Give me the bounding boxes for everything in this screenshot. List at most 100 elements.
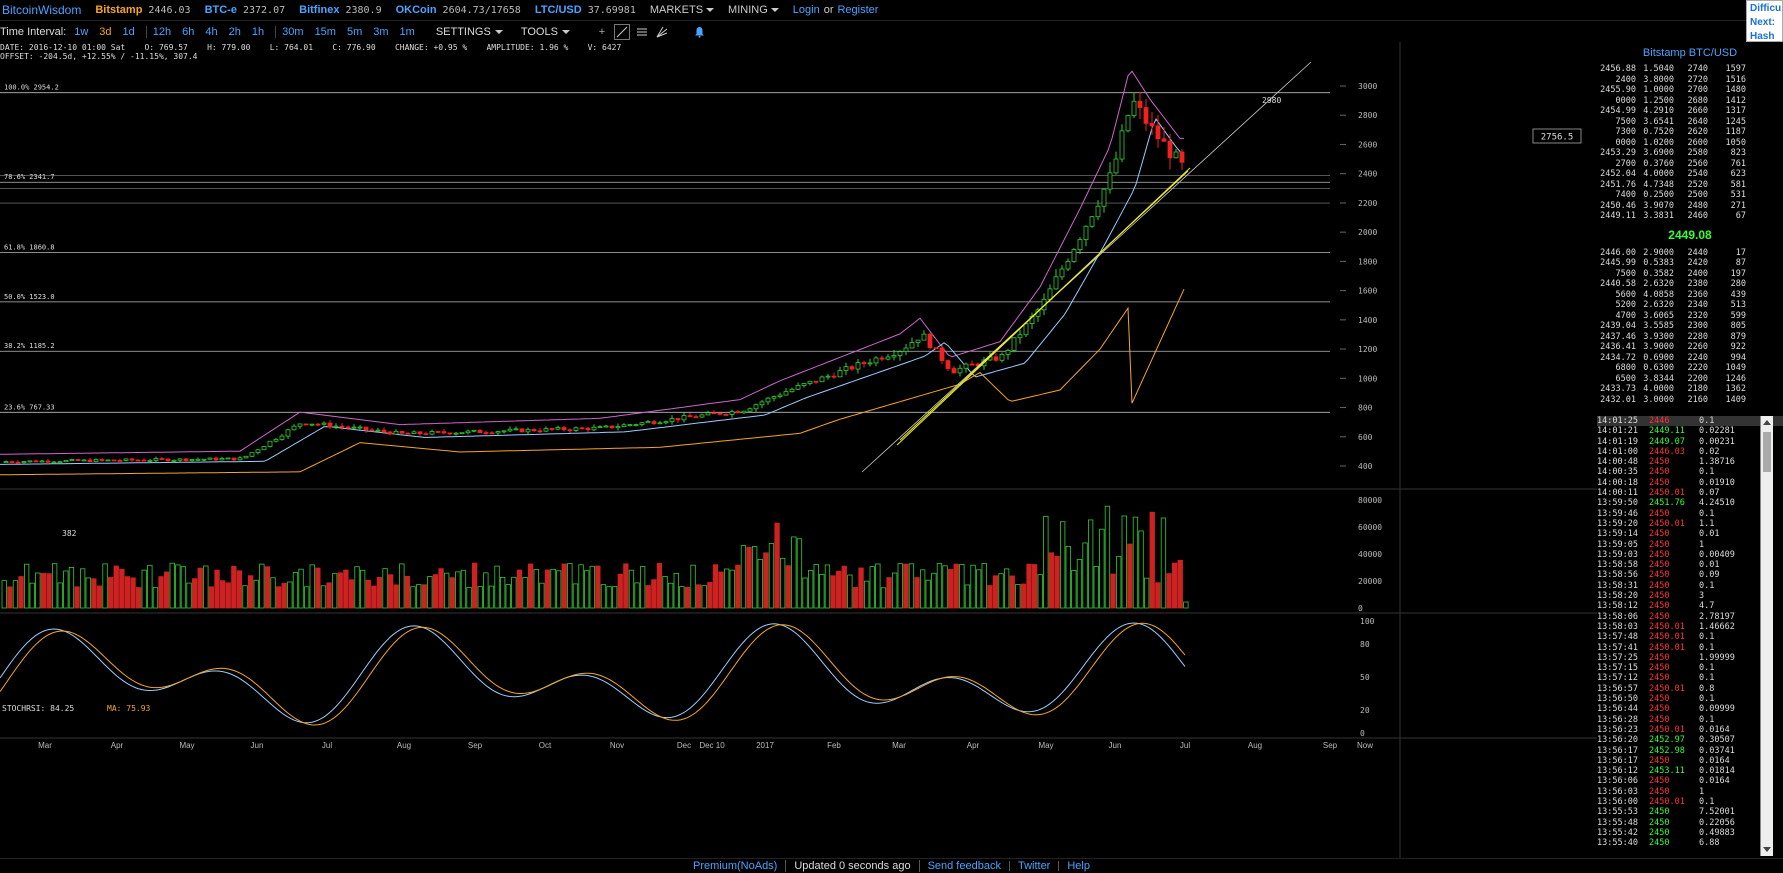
brand-logo[interactable]: BitcoinWisdom: [2, 3, 82, 17]
orderbook-row[interactable]: 2445.99 0.5383 2420 87: [1597, 258, 1783, 269]
orderbook-row[interactable]: 2439.04 3.5585 2300 805: [1597, 321, 1783, 332]
premium-link[interactable]: Premium(NoAds): [693, 860, 778, 872]
trade-time: 13:59:50: [1597, 498, 1638, 509]
interval-15m[interactable]: 15m: [314, 26, 336, 38]
orderbook-row[interactable]: 2453.29 3.6900 2580 823: [1597, 148, 1783, 159]
settings-menu[interactable]: SETTINGS: [436, 26, 503, 38]
candle-body: [579, 427, 585, 430]
trade-amount: 0.00409: [1699, 549, 1735, 560]
trade-row: 13:56:50 2450 0.1: [1597, 694, 1783, 704]
x-axis-label: Sep: [468, 741, 483, 750]
orderbook-row[interactable]: 2452.04 4.0000 2540 623: [1597, 169, 1783, 180]
interval-3d[interactable]: 3d: [99, 26, 112, 38]
volume-bar: [920, 569, 926, 609]
trades-scrollbar[interactable]: [1760, 416, 1773, 856]
interval-1h[interactable]: 1h: [251, 26, 265, 38]
orderbook-row[interactable]: 2440.58 2.6320 2380 280: [1597, 279, 1783, 290]
orderbook-row[interactable]: 2446.00 2.9000 2440 17: [1597, 248, 1783, 259]
ticker-ltc-usd[interactable]: LTC/USD 37.69981: [535, 4, 636, 16]
send-feedback-link[interactable]: Send feedback: [927, 860, 1001, 872]
orderbook-row[interactable]: 5200 2.6320 2340 513: [1597, 300, 1783, 311]
markets-menu[interactable]: MARKETS: [650, 4, 715, 16]
orderbook-row[interactable]: 2456.88 1.5040 2740 1597: [1597, 64, 1783, 75]
interval-3m[interactable]: 3m: [373, 26, 389, 38]
volume-bar: [225, 582, 231, 609]
interval-1w[interactable]: 1w: [74, 26, 89, 38]
scroll-down-icon[interactable]: [1763, 847, 1771, 852]
orderbook-row[interactable]: 5600 4.0858 2360 439: [1597, 290, 1783, 301]
orderbook-cell: 2200: [1687, 373, 1708, 384]
chart-labels: STOCHRSI: 84.25 MA: 75.93 2756.5 2980 38…: [2, 96, 1582, 713]
orderbook-row[interactable]: 7500 0.3582 2400 197: [1597, 269, 1783, 280]
help-link[interactable]: Help: [1067, 860, 1090, 872]
interval-4h[interactable]: 4h: [205, 26, 218, 38]
chevron-down-icon: [561, 30, 570, 34]
volume-bar: [108, 577, 114, 609]
trade-time: 13:56:17: [1597, 755, 1638, 766]
chart-area[interactable]: 100.0% 2954.2 78.6% 2341.7 61.8% 1860.8 50.…: [0, 42, 1597, 858]
volume-bar: [399, 563, 405, 609]
candle-body: [855, 362, 861, 370]
candle-body: [231, 457, 237, 461]
trendline-tool-icon[interactable]: [613, 24, 630, 40]
trade-amount: 3: [1699, 591, 1705, 602]
login-link[interactable]: Login: [792, 4, 820, 16]
orderbook-cell: 2440.58: [1600, 279, 1636, 289]
volume-bar: [1116, 556, 1122, 609]
stoch-tick-label: 0: [1360, 729, 1365, 738]
bell-icon[interactable]: [692, 24, 708, 40]
ticker-bitstamp[interactable]: Bitstamp 2446.03: [95, 4, 190, 16]
fib-level-label: 50.0% 1523.0: [4, 293, 55, 301]
ticker-name: BTC-e: [204, 4, 237, 16]
candle-body: [99, 459, 105, 461]
hlines-tool-icon[interactable]: [634, 24, 650, 40]
orderbook-row[interactable]: 6800 0.6300 2220 1049: [1597, 363, 1783, 374]
orderbook-row[interactable]: 7500 3.6541 2640 1245: [1597, 117, 1783, 128]
interval-2h[interactable]: 2h: [228, 26, 241, 38]
orderbook-row[interactable]: 2455.90 1.0000 2700 1480: [1597, 85, 1783, 96]
volume-bar: [1093, 566, 1099, 609]
orderbook-row[interactable]: 6500 3.8344 2200 1246: [1597, 374, 1783, 385]
orderbook-row[interactable]: 7300 0.7520 2620 1187: [1597, 127, 1783, 138]
tools-menu[interactable]: TOOLS: [521, 26, 570, 38]
orderbook-row[interactable]: 2436.41 3.9000 2260 922: [1597, 342, 1783, 353]
interval-5m[interactable]: 5m: [346, 26, 363, 38]
orderbook-row[interactable]: 2433.73 4.0000 2180 1362: [1597, 384, 1783, 395]
candle-body: [759, 401, 765, 406]
ticker-okcoin[interactable]: OKCoin 2604.73/17658: [396, 4, 521, 16]
orderbook-row[interactable]: 0000 1.2500 2680 1412: [1597, 96, 1783, 107]
orderbook-cell: 0000: [1615, 95, 1636, 106]
orderbook-row[interactable]: 2454.99 4.2910 2660 1317: [1597, 106, 1783, 117]
fib-tool-icon[interactable]: [654, 24, 670, 40]
scroll-up-icon[interactable]: [1763, 420, 1771, 425]
interval-1m[interactable]: 1m: [399, 26, 415, 38]
orderbook-row[interactable]: 2432.01 3.0000 2160 1409: [1597, 395, 1783, 406]
candle-body: [255, 449, 261, 454]
candle-body: [321, 422, 327, 425]
orderbook-row[interactable]: 4700 3.6065 2320 599: [1597, 311, 1783, 322]
orderbook-row[interactable]: 2400 3.8000 2720 1516: [1597, 75, 1783, 86]
register-link[interactable]: Register: [837, 4, 879, 16]
ticker-bitfinex[interactable]: Bitfinex 2380.9: [299, 4, 381, 16]
orderbook-row[interactable]: 2451.76 4.7348 2520 581: [1597, 180, 1783, 191]
interval-6h[interactable]: 6h: [182, 26, 195, 38]
orderbook-asks: 2456.88 1.5040 2740 1597 2400 3.8000 2720 1516 2…: [1597, 64, 1783, 222]
orderbook-cell: 4.0000: [1643, 169, 1674, 179]
orderbook-row[interactable]: 2700 0.3760 2560 761: [1597, 159, 1783, 170]
orderbook-row[interactable]: 2450.46 3.9070 2480 271: [1597, 201, 1783, 212]
candle-body: [615, 426, 621, 429]
interval-1d[interactable]: 1d: [122, 26, 135, 38]
orderbook-row[interactable]: 7400 0.2500 2500 531: [1597, 190, 1783, 201]
scroll-thumb[interactable]: [1763, 432, 1771, 472]
interval-30m[interactable]: 30m: [275, 26, 304, 38]
interval-12h[interactable]: 12h: [145, 26, 171, 38]
volume-bar: [214, 569, 220, 609]
orderbook-row[interactable]: 2434.72 0.6900 2240 994: [1597, 353, 1783, 364]
orderbook-row[interactable]: 2437.46 3.9300 2280 879: [1597, 332, 1783, 343]
orderbook-row[interactable]: 0000 1.0200 2600 1050: [1597, 138, 1783, 149]
twitter-link[interactable]: Twitter: [1017, 860, 1051, 872]
ticker-btc-e[interactable]: BTC-e 2372.07: [205, 4, 286, 16]
orderbook-row[interactable]: 2449.11 3.3831 2460 67: [1597, 211, 1783, 222]
crosshair-icon[interactable]: +: [598, 26, 606, 38]
mining-menu[interactable]: MINING: [728, 4, 779, 16]
